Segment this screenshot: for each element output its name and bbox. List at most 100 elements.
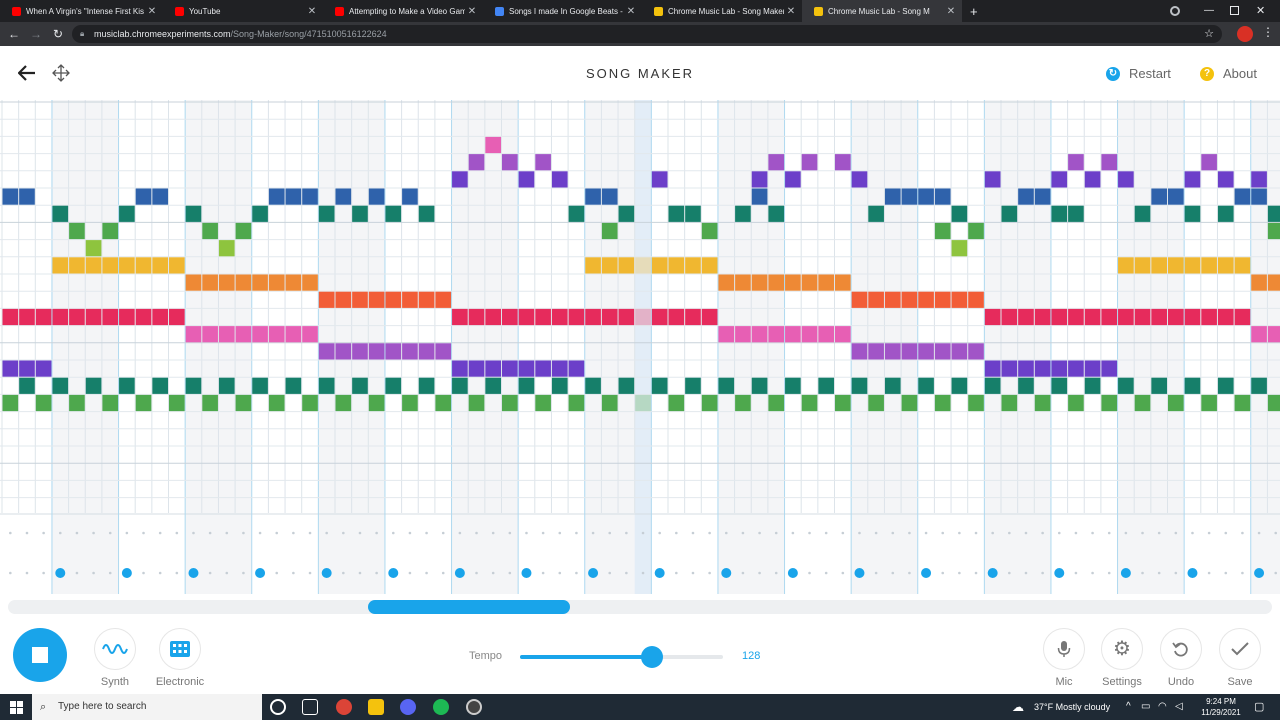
bookmark-star-icon[interactable]: ☆ — [1204, 28, 1214, 40]
note-cell — [218, 240, 235, 257]
note-cell — [884, 291, 901, 308]
close-tab-icon[interactable]: ✕ — [786, 5, 796, 17]
percussion-hit — [854, 568, 865, 578]
note-cell — [1118, 257, 1134, 274]
back-arrow-icon[interactable]: ← — [8, 27, 20, 41]
start-button[interactable] — [0, 694, 32, 720]
weather-icon: ☁ — [1012, 700, 1024, 714]
obs-icon[interactable] — [466, 699, 482, 715]
close-tab-icon[interactable]: ✕ — [147, 5, 157, 17]
percussion-grid-canvas[interactable] — [0, 513, 1280, 594]
percussion-dot — [75, 571, 79, 575]
percussion-hit — [1120, 568, 1131, 578]
save-button[interactable]: Save — [1210, 628, 1270, 688]
percussion-dot — [724, 531, 728, 535]
close-tab-icon[interactable]: ✕ — [307, 5, 317, 17]
about-button[interactable]: ? About — [1200, 66, 1257, 81]
close-tab-icon[interactable]: ✕ — [946, 5, 956, 17]
percussion-dot — [641, 531, 645, 535]
note-cell — [135, 308, 152, 326]
percussion-dot — [242, 571, 245, 575]
note-cell — [368, 343, 385, 360]
melody-grid-canvas[interactable] — [0, 100, 1280, 516]
mic-button[interactable]: Mic — [1034, 628, 1094, 688]
note-cell — [135, 188, 152, 205]
note-cell — [1267, 326, 1280, 343]
note-cell — [1051, 171, 1068, 188]
note-cell — [2, 360, 19, 377]
browser-menu-icon[interactable]: ⋮ — [1262, 25, 1274, 39]
tempo-slider-handle[interactable] — [640, 646, 663, 668]
taskbar-clock[interactable]: 9:24 PM 11/29/2021 — [1196, 696, 1246, 718]
close-window-icon[interactable]: ✕ — [1256, 5, 1266, 17]
percussion-grid[interactable] — [0, 513, 1280, 594]
percussion-dot — [1041, 531, 1044, 535]
browser-tab[interactable]: Songs I made In Google Beats - G ✕ — [483, 0, 642, 22]
forward-arrow-icon[interactable]: → — [30, 27, 42, 41]
percussion-hit — [1054, 568, 1065, 578]
note-cell — [785, 326, 801, 343]
weather-text[interactable]: 37°F Mostly cloudy — [1034, 702, 1111, 712]
restart-button[interactable]: ↻ Restart — [1106, 66, 1171, 81]
note-cell — [685, 377, 701, 394]
note-cell — [135, 394, 152, 412]
note-cell — [1251, 171, 1267, 188]
song-scrollbar[interactable] — [8, 600, 1272, 614]
task-view-icon[interactable] — [302, 699, 318, 715]
browser-tab[interactable]: Chrome Music Lab - Song Maker ✕ — [642, 0, 802, 22]
note-cell — [1118, 377, 1134, 394]
discord-icon[interactable] — [400, 699, 416, 715]
note-cell — [735, 205, 751, 222]
scrollbar-thumb[interactable] — [368, 600, 570, 614]
tempo-slider[interactable] — [520, 646, 723, 668]
undo-button[interactable]: Undo — [1151, 628, 1211, 688]
network-icon[interactable]: ▭ — [1141, 701, 1151, 712]
percussion-dot — [1207, 571, 1211, 575]
chrome-taskbar-icon[interactable] — [336, 699, 352, 715]
file-explorer-icon[interactable] — [368, 699, 384, 715]
note-cell — [685, 257, 701, 274]
electronic-instrument-button[interactable]: Electronic — [150, 628, 210, 688]
note-cell — [818, 377, 834, 394]
note-cell — [268, 326, 285, 343]
browser-tab[interactable]: When A Virgin's "Intense First Kis ✕ — [0, 0, 163, 22]
stop-button[interactable] — [13, 628, 67, 682]
clock-date: 11/29/2021 — [1201, 708, 1241, 717]
move-icon[interactable] — [52, 64, 70, 82]
browser-tab-active[interactable]: Chrome Music Lab - Song M ✕ — [802, 0, 962, 22]
tray-chevron-icon[interactable]: ^ — [1126, 701, 1131, 712]
cortana-icon[interactable] — [270, 699, 286, 715]
address-bar[interactable]: 🔒︎ musiclab.chromeexperiments.com/Song-M… — [72, 25, 1222, 43]
volume-icon[interactable]: ◁ — [1175, 701, 1183, 712]
note-cell — [285, 188, 302, 205]
note-cell — [884, 188, 901, 205]
percussion-dot — [608, 571, 612, 575]
minimize-icon[interactable]: — — [1204, 5, 1214, 16]
percussion-dot — [308, 571, 312, 575]
close-tab-icon[interactable]: ✕ — [626, 5, 636, 17]
note-cell — [1168, 308, 1184, 326]
profile-menu-icon[interactable] — [1170, 6, 1180, 16]
close-tab-icon[interactable]: ✕ — [467, 5, 477, 17]
notification-icon[interactable]: ▢ — [1254, 701, 1265, 713]
melody-grid[interactable] — [0, 100, 1280, 516]
note-cell — [452, 360, 468, 377]
note-cell — [1134, 308, 1151, 326]
maximize-icon[interactable] — [1230, 6, 1239, 15]
new-tab-button[interactable]: + — [966, 0, 988, 22]
reload-icon[interactable]: ↻ — [52, 27, 64, 41]
taskbar-search-input[interactable]: ⌕ Type here to search — [32, 694, 262, 720]
spotify-icon[interactable] — [433, 699, 449, 715]
browser-tab[interactable]: YouTube ✕ — [163, 0, 323, 22]
checkmark-icon — [1219, 628, 1261, 670]
settings-button[interactable]: ⚙ Settings — [1092, 628, 1152, 688]
back-arrow-icon[interactable] — [18, 65, 36, 81]
note-cell — [1051, 360, 1068, 377]
drum-machine-icon — [159, 628, 201, 670]
profile-avatar[interactable] — [1237, 26, 1253, 42]
wifi-icon[interactable]: ◠ — [1158, 701, 1167, 712]
note-cell — [402, 188, 418, 205]
browser-tab[interactable]: Attempting to Make a Video Gam ✕ — [323, 0, 483, 22]
synth-instrument-button[interactable]: Synth — [85, 628, 145, 688]
note-cell — [1068, 394, 1084, 412]
